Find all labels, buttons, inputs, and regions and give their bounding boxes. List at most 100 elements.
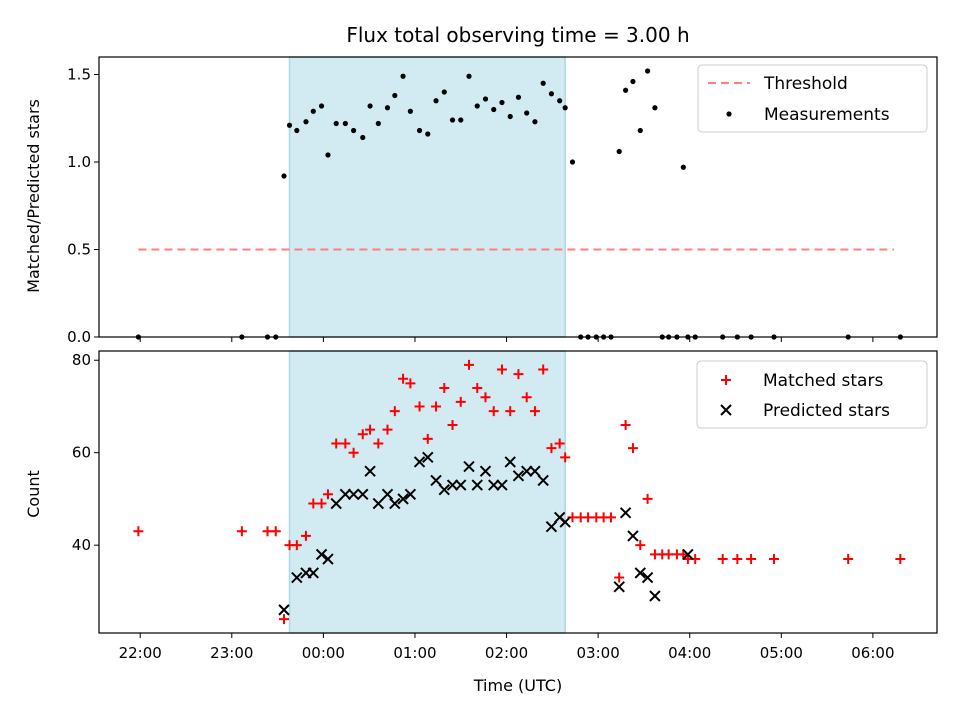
matched-star-point [496, 364, 507, 375]
measurement-point [491, 106, 497, 113]
measurement-point [367, 103, 373, 109]
predicted-star-point [529, 465, 541, 477]
matched-star-point [291, 540, 302, 551]
measurement-point [623, 87, 629, 93]
measurement-point [482, 96, 489, 102]
predicted-star-point [504, 456, 516, 468]
predicted-star-point [347, 488, 360, 501]
predicted-star-point [488, 479, 500, 491]
matched-star-point [472, 382, 483, 393]
observing-span-shade [288, 56, 566, 338]
measurement-point [441, 89, 447, 95]
matched-star-point [270, 526, 281, 537]
matched-star-point [505, 406, 516, 417]
measurement-point [616, 148, 622, 155]
measurement-point [562, 105, 568, 111]
matched-star-point [746, 554, 757, 565]
legend-box [697, 64, 928, 133]
predicted-star-point [397, 493, 409, 505]
observing-span-shade [288, 350, 566, 634]
predicted-star-point [512, 470, 525, 482]
matched-star-point [340, 438, 351, 449]
predicted-star-point [641, 571, 654, 584]
predicted-star-point [559, 516, 571, 528]
legend-measurements-label: Measurements [764, 105, 890, 125]
measurement-point [351, 127, 357, 134]
predicted-star-point [649, 590, 661, 602]
measurement-point [400, 73, 406, 79]
matched-star-point [414, 401, 425, 412]
matched-star-point [431, 401, 442, 412]
matched-star-point [635, 540, 646, 551]
predicted-star-point [413, 456, 426, 468]
predicted-star-point [438, 483, 450, 496]
measurement-point [318, 103, 325, 109]
predicted-star-point [613, 581, 625, 593]
legend-matched-label: Matched stars [763, 371, 883, 391]
predicted-star-point [430, 474, 442, 487]
matched-star-point [365, 424, 376, 435]
measurement-point [325, 152, 331, 158]
measurement-point [637, 127, 643, 134]
legend-measurements-swatch [726, 111, 732, 117]
predicted-star-point [372, 497, 385, 510]
measurement-point [524, 110, 530, 116]
measurement-point [433, 98, 439, 104]
predicted-star-point [627, 530, 639, 542]
matched-star-point [398, 373, 409, 384]
x-tick-label: 22:00 [119, 644, 162, 662]
legend-box [696, 360, 928, 429]
matched-star-point [614, 572, 625, 583]
x-tick-label: 00:00 [302, 644, 345, 662]
predicted-star-point [307, 567, 320, 579]
predicted-star-point [446, 479, 459, 491]
measurement-point [294, 127, 300, 134]
matched-star-point [382, 424, 393, 435]
matched-star-point [895, 554, 906, 565]
predicted-star-point [455, 479, 467, 491]
matched-star-point [373, 438, 384, 449]
measurement-point [342, 120, 348, 127]
measurement-point [557, 98, 563, 104]
bottom-y-axis-label: Count [24, 470, 43, 518]
y-tick-label: 1.0 [67, 153, 91, 171]
matched-star-point [279, 614, 290, 625]
predicted-star-point [422, 451, 434, 464]
matched-star-point [331, 438, 342, 449]
x-tick-label: 04:00 [668, 644, 711, 662]
matched-star-point [768, 554, 779, 565]
legend-matched-swatch [721, 375, 731, 385]
matched-star-point [521, 392, 532, 403]
matched-star-point [560, 452, 571, 463]
measurement-point [303, 119, 309, 125]
bottom-panel: 22:00 23:00 00:00 01:00 02:00 03:00 04:00 05:00… [72, 350, 938, 662]
predicted-star-point [404, 488, 417, 501]
measurement-point [474, 103, 480, 109]
predicted-star-point [330, 497, 342, 510]
matched-star-point [389, 406, 400, 417]
chart-title: Flux total observing time = 3.00 h [346, 23, 689, 47]
y-tick-label: 80 [72, 351, 91, 369]
measurement-point [532, 119, 538, 125]
legend-threshold-label: Threshold [763, 74, 848, 94]
measurement-point [384, 105, 391, 111]
measurement-point [548, 91, 555, 97]
axes-frame [98, 56, 938, 338]
y-tick-label: 40 [72, 536, 91, 554]
matched-star-point [538, 364, 549, 375]
matched-star-point [480, 392, 491, 403]
predicted-star-point [357, 488, 369, 501]
x-tick-label: 03:00 [577, 644, 620, 662]
x-axis-label: Time (UTC) [473, 676, 562, 695]
matched-star-point [405, 378, 416, 389]
x-tick-label: 06:00 [851, 644, 894, 662]
predicted-star-point [389, 497, 401, 510]
measurement-point [286, 122, 293, 128]
matched-star-point [316, 498, 327, 509]
measurement-point [449, 117, 456, 123]
matched-star-point [529, 406, 540, 417]
y-tick-label: 0.5 [67, 241, 91, 259]
top-y-axis-label: Matched/Predicted stars [24, 99, 43, 293]
y-tick-label: 1.5 [67, 66, 91, 84]
